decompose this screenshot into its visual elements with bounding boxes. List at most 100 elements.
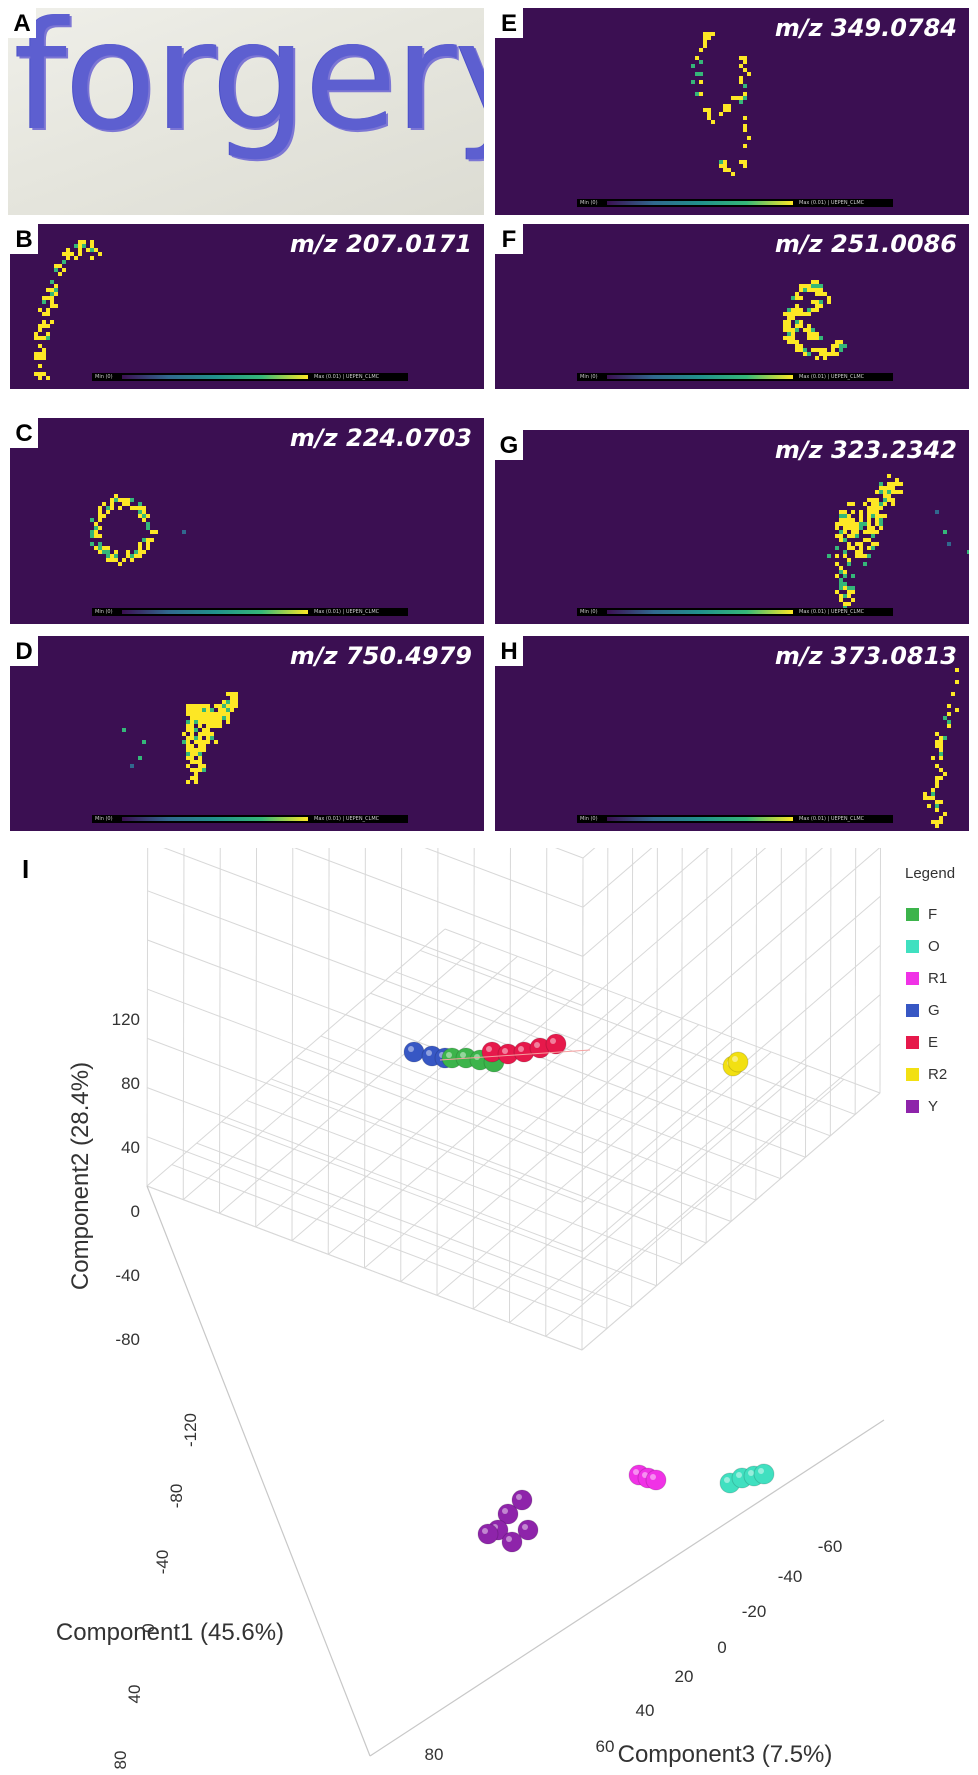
ion-pixel [234,700,238,704]
ion-pixel [827,296,831,300]
ion-pixel [94,248,98,252]
ion-pixel [851,526,855,530]
ion-pixel [863,530,867,534]
ion-pixel [891,498,895,502]
ion-pixel [130,764,134,768]
ion-pixel [807,352,811,356]
ion-pixel [939,776,943,780]
ion-pixel [98,534,102,538]
grid-line [196,1142,632,1308]
ion-pixel [819,292,823,296]
ion-pixel [843,594,847,598]
ion-pixel [719,112,723,116]
ion-pixel [707,36,711,40]
ion-pixel [795,340,799,344]
ion-pixel [194,748,198,752]
ion-pixel [795,344,799,348]
point-highlight [748,1470,754,1476]
ion-pixel [947,712,951,716]
component1-tick: 0 [139,1623,158,1632]
colorbar-max-label: Max (0.01) | UEPEN_CLMC [314,816,380,822]
ion-pixel [831,348,835,352]
ion-pixel [819,352,823,356]
ion-pixel [871,502,875,506]
ion-pixel [186,752,190,756]
ion-pixel [859,518,863,522]
ion-pixel [106,550,110,554]
point-highlight [518,1046,524,1052]
ion-pixel [707,116,711,120]
ion-pixel [887,474,891,478]
ion-pixel [186,744,190,748]
ion-pixel [186,740,190,744]
ion-pixel [122,502,126,506]
ion-pixel [835,352,839,356]
ion-pixel [703,108,707,112]
data-point-e [545,1033,567,1055]
ion-pixel [222,700,226,704]
ion-pixel [42,372,46,376]
ion-pixel [839,598,843,602]
ion-pixel [234,704,238,708]
grid-line [246,1099,682,1265]
ion-pixel [875,502,879,506]
ion-pixel [90,248,94,252]
ion-pixel [198,736,202,740]
ion-pixel [791,312,795,316]
ion-pixel [939,768,943,772]
ion-pixel [138,510,142,514]
ion-pixel [791,296,795,300]
colorbar-gradient [607,375,793,379]
ion-pixel [138,554,142,558]
ion-pixel [955,680,959,684]
ion-pixel [743,124,747,128]
grid-line [509,848,511,1323]
ion-pixel [190,756,194,760]
ion-pixel [699,80,703,84]
ion-pixel [186,720,190,724]
ion-pixel [843,510,847,514]
ion-pixel [891,486,895,490]
ion-pixel [899,482,903,486]
ion-pixel [799,344,803,348]
ion-pixel [843,574,847,578]
point-highlight [506,1536,512,1542]
ion-pixel [935,732,939,736]
ion-pixel [198,720,202,724]
ion-pixel [130,554,134,558]
ion-pixel [847,562,851,566]
ion-pixel [803,288,807,292]
ion-pixel [847,586,851,590]
ion-pixel [819,348,823,352]
legend-swatch [906,1068,919,1081]
ion-pixel [206,708,210,712]
ion-pixel [739,80,743,84]
point-highlight [408,1046,414,1052]
ion-pixel [118,562,122,566]
ion-pixel [230,696,234,700]
ion-pixel [923,792,927,796]
colorbar: Min (0) Max (0.01) | UEPEN_CLMC [577,199,893,207]
ion-pixel [723,168,727,172]
ion-pixel [859,550,863,554]
ion-pixel [202,712,206,716]
ion-pixel [855,550,859,554]
ion-pixel [206,704,210,708]
ion-pixel [811,280,815,284]
ion-pixel [138,542,142,546]
ion-pixel [843,570,847,574]
mz-label: m/z 323.2342 [774,436,957,464]
ion-pixel [875,514,879,518]
colorbar: Min (0) Max (0.01) | UEPEN_CLMC [577,373,893,381]
ion-pixel [847,522,851,526]
ion-pixel [831,344,835,348]
ion-pixel [186,712,190,716]
ion-pixel [883,498,887,502]
ion-pixel [198,724,202,728]
point-highlight [502,1508,508,1514]
ion-pixel [847,518,851,522]
ion-pixel [955,708,959,712]
ion-pixel [871,498,875,502]
ion-pixel [94,530,98,534]
